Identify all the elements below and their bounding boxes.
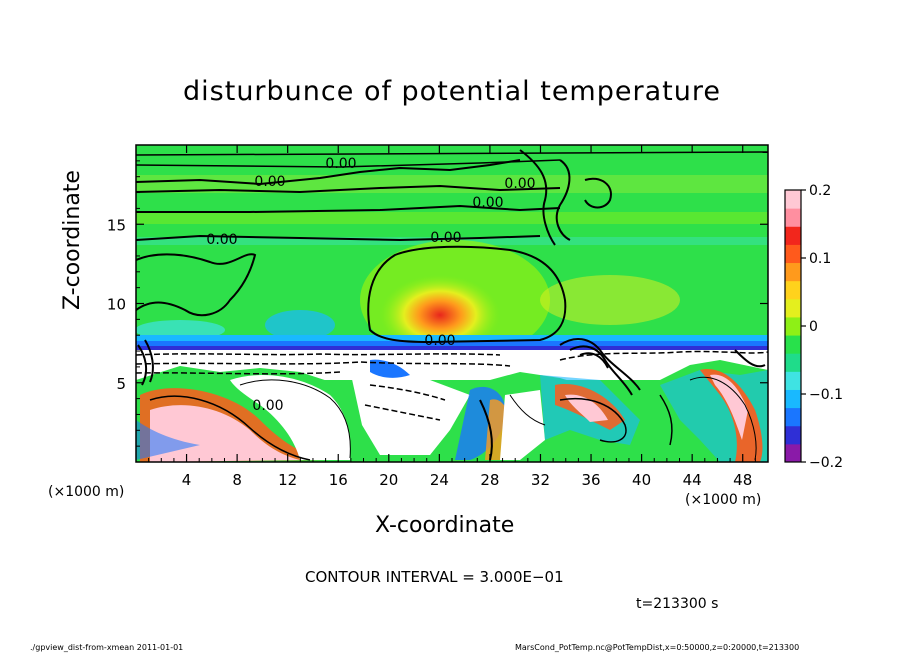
colorbar: 0.2 0.1 0 −0.1 −0.2 xyxy=(784,183,843,471)
heatmap-field xyxy=(136,145,768,462)
x-tick-label: 36 xyxy=(581,471,600,489)
colorbar-swatch xyxy=(785,262,801,282)
colorbar-tick-label: 0.1 xyxy=(809,251,831,267)
x-tick-label: 4 xyxy=(182,471,192,489)
x-tick-label: 8 xyxy=(232,471,242,489)
colorbar-swatch xyxy=(785,280,801,300)
z-axis-unit: (×1000 m) xyxy=(48,484,125,500)
colorbar-swatch xyxy=(785,335,801,354)
contour-label: 0.00 xyxy=(504,176,535,192)
contour-label: 0.00 xyxy=(206,232,237,248)
x-axis-label: X-coordinate xyxy=(375,513,515,538)
contour-label: 0.00 xyxy=(472,195,503,211)
colorbar-swatch xyxy=(785,407,801,427)
x-tick-label: 12 xyxy=(278,471,297,489)
footer-script-name: ./gpview_dist-from-xmean 2011-01-01 xyxy=(30,643,184,652)
z-tick-label: 15 xyxy=(107,216,126,234)
contour-lines xyxy=(136,149,768,461)
x-tick-label: 20 xyxy=(379,471,398,489)
x-tick-label: 24 xyxy=(430,471,449,489)
x-tick-label: 28 xyxy=(480,471,499,489)
x-tick-label: 40 xyxy=(632,471,651,489)
contour-label: 0.00 xyxy=(254,174,285,190)
colorbar-swatch xyxy=(785,389,801,409)
footer-data-source: MarsCond_PotTemp.nc@PotTempDist,x=0:5000… xyxy=(515,643,800,652)
colorbar-swatch xyxy=(785,371,801,390)
colorbar-swatch xyxy=(785,244,801,264)
contour-label: 0.00 xyxy=(430,230,461,246)
colorbar-swatch xyxy=(785,316,801,336)
contour-label-layer: 0.000.000.000.000.000.000.000.00 xyxy=(206,156,535,414)
x-tick-label: 48 xyxy=(733,471,752,489)
colorbar-swatch xyxy=(785,425,801,445)
colorbar-swatch xyxy=(785,353,801,372)
z-tick-label: 5 xyxy=(116,375,126,393)
colorbar-swatch xyxy=(785,208,801,227)
z-tick-label: 10 xyxy=(107,296,126,314)
contour-label: 0.00 xyxy=(252,398,283,414)
colorbar-swatch xyxy=(785,443,801,463)
colorbar-tick-label: −0.1 xyxy=(809,387,843,403)
x-tick-label: 16 xyxy=(329,471,348,489)
colorbar-tick-label: 0.2 xyxy=(809,183,831,199)
contour-label: 0.00 xyxy=(424,333,455,349)
colorbar-swatch xyxy=(785,226,801,245)
z-axis-label: Z-coordinate xyxy=(60,170,85,310)
contour-interval-note: CONTOUR INTERVAL = 3.000E−01 xyxy=(305,568,564,586)
contour-label: 0.00 xyxy=(325,156,356,172)
colorbar-tick-label: 0 xyxy=(809,319,818,335)
colorbar-tick-label: −0.2 xyxy=(809,455,843,471)
x-tick-label: 32 xyxy=(531,471,550,489)
chart-title: disturbunce of potential temperature xyxy=(183,76,721,107)
time-stamp: t=213300 s xyxy=(636,596,719,612)
x-axis-unit: (×1000 m) xyxy=(685,492,762,508)
x-tick-label: 44 xyxy=(683,471,702,489)
colorbar-swatch xyxy=(785,190,801,209)
colorbar-swatch xyxy=(785,298,801,318)
